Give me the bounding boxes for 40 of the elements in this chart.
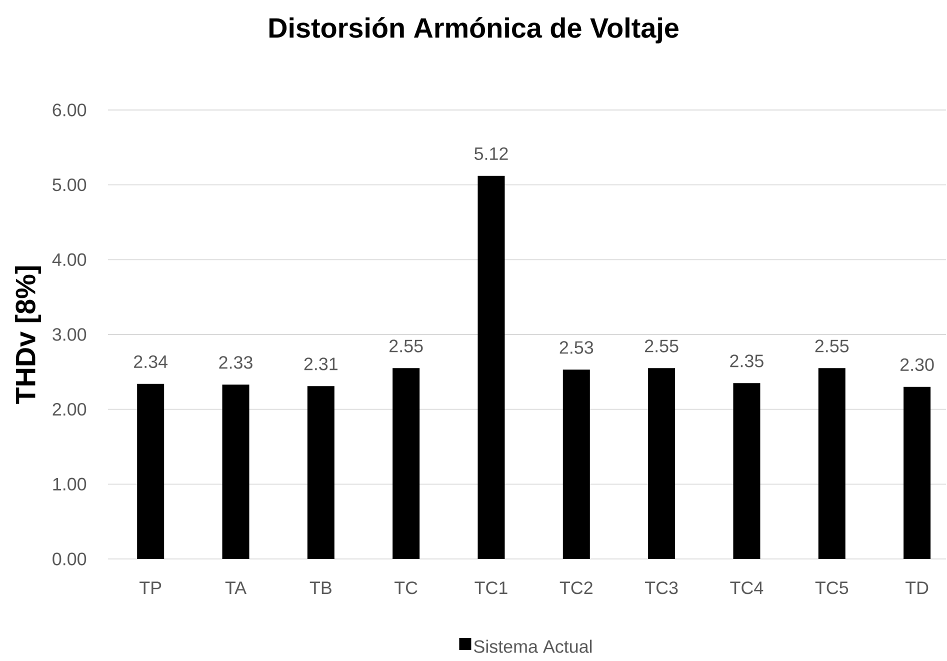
x-tick-label: TC3 [645,581,678,594]
bar [478,176,505,559]
bar [562,370,590,559]
data-label: 2.53 [560,341,594,354]
bar [137,384,164,559]
y-tick-label: 6.00 [52,104,86,116]
y-tick-label: 5.00 [52,178,86,192]
x-tick-label: TP [140,582,162,594]
data-label: 2.31 [304,358,338,370]
bar [648,368,676,559]
bar [904,386,931,559]
y-tick-label: 4.00 [52,253,86,266]
y-tick-label: 0.00 [52,552,86,566]
y-tick-label: 2.00 [52,402,86,416]
y-axis-title: THDv [8%] [14,266,41,404]
bar [222,384,250,559]
x-tick-label: TC5 [815,581,848,594]
bar [733,383,760,559]
data-label: 2.33 [219,356,252,369]
x-tick-label: TD [906,582,928,594]
x-tick-label: TA [225,582,247,594]
data-label: 2.55 [645,340,678,352]
x-tick-label: TC [394,581,418,594]
x-tick-label: TC2 [560,581,592,594]
data-label: 2.55 [390,340,423,352]
data-label: 2.34 [134,355,168,368]
bar [818,368,846,559]
x-tick-label: TC1 [474,581,508,594]
chart-title: Distorsión Armónica de Voltaje [269,17,678,44]
y-tick-label: 3.00 [52,328,86,341]
data-label: 5.12 [474,147,508,160]
bar [392,368,420,559]
data-label: 2.35 [730,354,764,368]
x-tick-label: TB [310,582,332,594]
y-tick-label: 1.00 [53,478,86,490]
x-tick-label: TC4 [730,581,764,594]
legend-label: Sistema Actual [474,640,592,653]
bar [307,386,334,559]
data-label: 2.55 [815,340,849,352]
data-label: 2.30 [900,358,934,372]
